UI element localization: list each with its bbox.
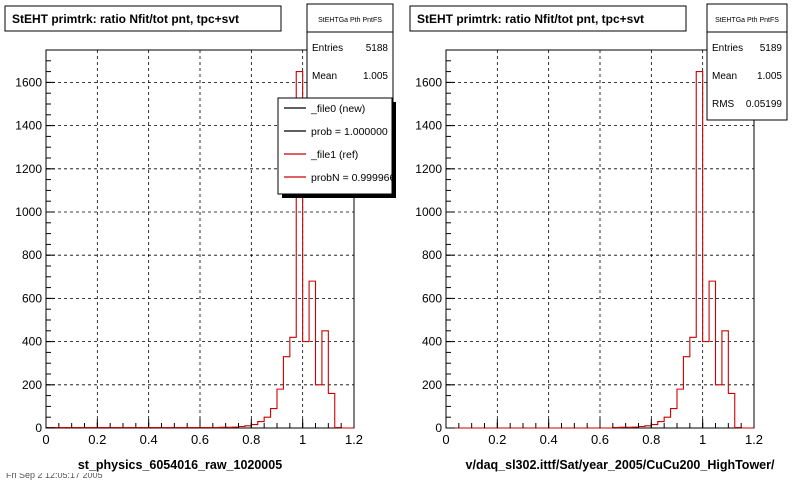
x-tick-label: 0: [42, 432, 49, 447]
chart-title: StEHT primtrk: ratio Nfit/tot pnt, tpc+s…: [417, 12, 644, 26]
y-tick-label: 1200: [15, 162, 42, 176]
histogram-panel-left: 0 0.2 0.4 0.6 0.8 1 1.2 0 200 400 600 800 1000 1200 14…: [4, 3, 396, 472]
title-box: [409, 5, 687, 32]
y-tick-label: 1200: [415, 162, 442, 176]
stats-value: 0.05199: [746, 99, 783, 110]
y-tick-label: 0: [35, 421, 42, 435]
legend-label: prob = 1.000000: [311, 126, 388, 138]
y-tick-label: 1000: [415, 205, 442, 219]
y-tick-label: 600: [422, 291, 442, 305]
y-tick-label: 800: [422, 248, 442, 262]
legend-label: _file0 (new): [310, 103, 365, 115]
histogram-series-line: [46, 71, 354, 429]
x-axis-label: st_physics_6054016_raw_1020005: [78, 458, 282, 472]
y-tick-label: 600: [22, 291, 42, 305]
x-tick-label: 0.8: [642, 432, 660, 447]
stats-box: [706, 3, 788, 121]
stats-label: Mean: [712, 71, 737, 82]
y-tick-label: 200: [22, 378, 42, 392]
y-tick-label: 1400: [415, 119, 442, 133]
footer-timestamp: Fri Sep 2 12:05:17 2005: [6, 470, 103, 480]
stats-value: 1.005: [363, 71, 388, 82]
x-tick-label: 1: [299, 432, 306, 447]
x-tick-label: 1: [699, 432, 706, 447]
y-tick-label: 1600: [15, 75, 42, 89]
title-box: [4, 5, 282, 32]
stats-value: 1.005: [757, 71, 782, 82]
x-tick-label: 1.2: [345, 432, 363, 447]
y-tick-label: 1600: [415, 75, 442, 89]
stats-label: Mean: [312, 71, 337, 82]
stats-value: 5188: [366, 43, 389, 54]
y-tick-label: 1000: [15, 205, 42, 219]
x-tick-label: 0.4: [540, 432, 558, 447]
x-tick-label: 0: [442, 432, 449, 447]
legend-box: [277, 97, 393, 195]
x-tick-label: 0.4: [140, 432, 158, 447]
legend-label: _file1 (ref): [310, 149, 358, 161]
histogram-panel-right: 0 0.2 0.4 0.6 0.8 1 1.2 0 200 400 600 800 1000 1200 14…: [409, 3, 788, 472]
stats-name: StEHTGa Pth PntFS: [715, 17, 779, 24]
x-tick-label: 0.6: [591, 432, 609, 447]
x-tick-label: 1.2: [745, 432, 763, 447]
stats-label: Entries: [312, 43, 343, 54]
stats-value: 5189: [760, 43, 783, 54]
legend-entries: _file0 (new) prob = 1.000000 _file1 (ref) p…: [284, 103, 396, 184]
legend-label: probN = 0.999966: [311, 172, 396, 184]
y-tick-label: 400: [22, 335, 42, 349]
y-tick-label: 1400: [15, 119, 42, 133]
stats-label: RMS: [712, 99, 735, 110]
x-tick-label: 0.2: [488, 432, 506, 447]
y-tick-label: 200: [422, 378, 442, 392]
stats-name: StEHTGa Pth PntFS: [318, 17, 382, 24]
x-tick-label: 0.8: [242, 432, 260, 447]
y-tick-label: 800: [22, 248, 42, 262]
chart-title: StEHT primtrk: ratio Nfit/tot pnt, tpc+s…: [12, 12, 239, 26]
y-tick-label: 0: [435, 421, 442, 435]
x-tick-label: 0.6: [191, 432, 209, 447]
y-tick-label: 400: [422, 335, 442, 349]
x-tick-label: 0.2: [88, 432, 106, 447]
stats-label: Entries: [712, 43, 743, 54]
x-axis-label: v/daq_sl302.ittf/Sat/year_2005/CuCu200_H…: [466, 458, 775, 472]
